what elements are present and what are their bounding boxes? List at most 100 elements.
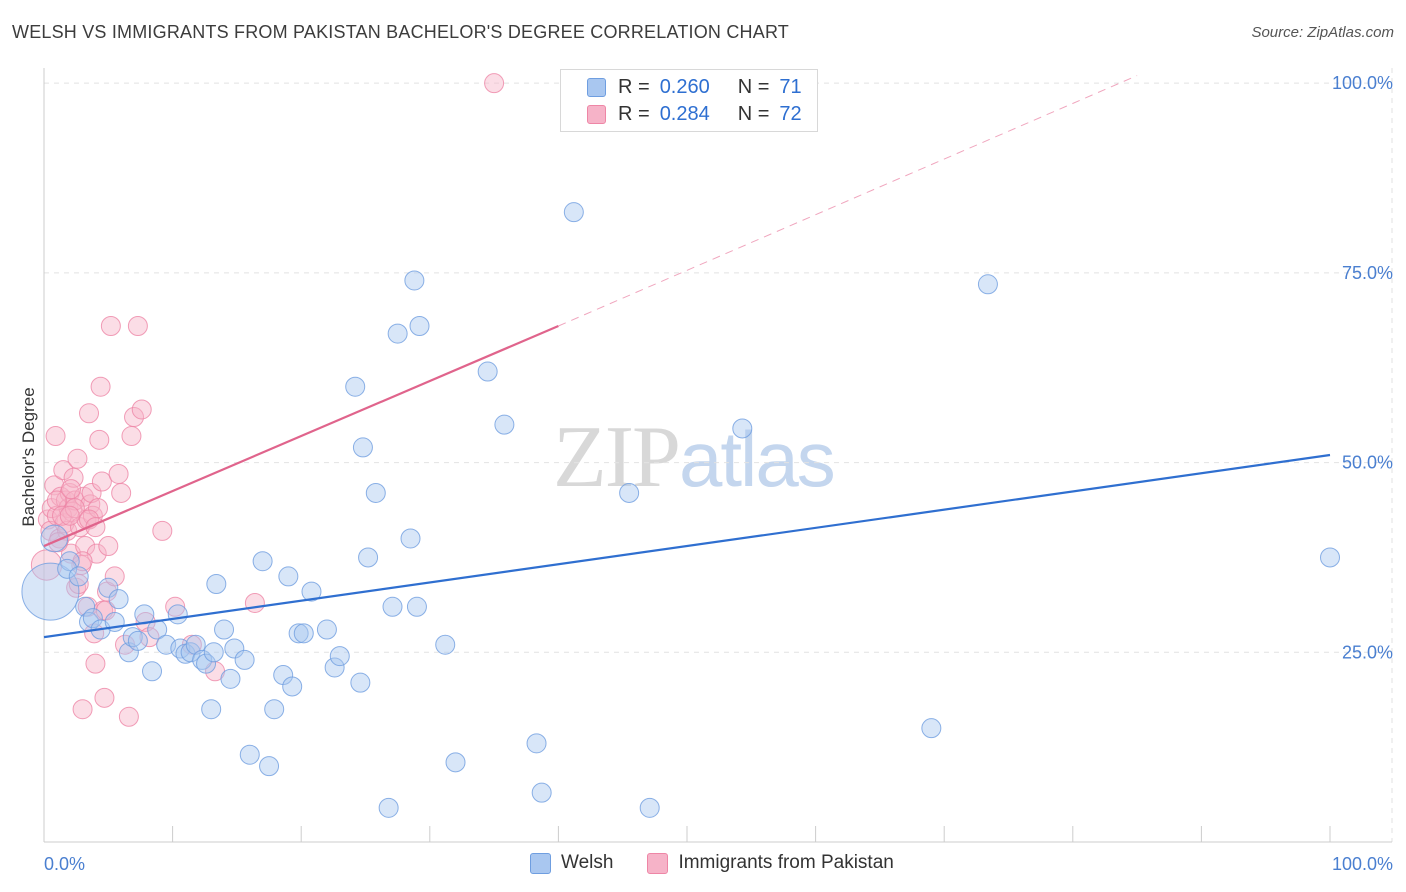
legend-n-label: N =	[737, 102, 770, 125]
welsh-point	[278, 566, 299, 587]
trend-lines	[43, 75, 1331, 639]
legend-row-welsh: R = 0.260 N = 71	[587, 74, 802, 100]
bottom-legend: Welsh Immigrants from Pakistan	[530, 852, 928, 874]
welsh-points	[21, 202, 1340, 818]
x-tick-label: 0.0%	[44, 854, 85, 874]
pakistan-trend-line	[43, 324, 559, 548]
pakistan-point	[244, 592, 265, 613]
welsh-point	[345, 376, 366, 397]
watermark-atlas: atlas	[679, 415, 836, 503]
welsh-point	[316, 619, 337, 640]
welsh-point	[409, 316, 430, 336]
pakistan-point	[45, 426, 66, 447]
welsh-point	[192, 649, 213, 670]
welsh-point	[239, 744, 260, 765]
pakistan-point	[53, 460, 74, 481]
grid-lines	[44, 68, 1393, 842]
welsh-point	[1320, 547, 1340, 568]
legend-box: R = 0.260 N = 71 R = 0.284 N = 72	[560, 69, 818, 132]
bottom-legend-pakistan[interactable]: Immigrants from Pakistan	[647, 852, 894, 874]
welsh-point	[214, 619, 235, 640]
pakistan-point	[118, 706, 139, 727]
welsh-point	[531, 782, 552, 803]
watermark-zip: ZIP	[553, 409, 681, 506]
pakistan-point	[484, 73, 505, 94]
welsh-point	[59, 551, 80, 572]
welsh-point	[220, 668, 241, 689]
welsh-point	[259, 756, 280, 777]
pakistan-point	[139, 627, 160, 648]
welsh-point	[108, 589, 129, 610]
welsh-point	[324, 657, 345, 678]
welsh-point	[477, 361, 498, 382]
tick-labels: 25.0% 50.0% 75.0% 100.0% 0.0% 100.0%	[44, 73, 1393, 874]
pakistan-point	[72, 699, 93, 720]
legend-swatch-welsh	[587, 77, 606, 97]
welsh-point	[21, 562, 80, 621]
pakistan-point	[94, 687, 115, 708]
y-tick-label: 100.0%	[1332, 73, 1393, 93]
welsh-point	[619, 482, 640, 503]
y-tick-label: 75.0%	[1342, 263, 1393, 283]
bottom-legend-swatch-pakistan	[647, 852, 669, 874]
pakistan-point	[121, 426, 142, 447]
y-tick-label: 50.0%	[1342, 453, 1393, 473]
welsh-point	[563, 202, 584, 223]
pakistan-point	[67, 448, 88, 469]
bottom-legend-label-pakistan: Immigrants from Pakistan	[678, 852, 894, 873]
welsh-trend-line	[43, 453, 1331, 639]
chart-title: WELSH VS IMMIGRANTS FROM PAKISTAN BACHEL…	[12, 22, 790, 42]
welsh-point	[75, 596, 96, 617]
pakistan-point	[108, 463, 129, 484]
source-credit: Source: ZipAtlas.com	[1251, 24, 1394, 41]
welsh-point	[57, 558, 78, 579]
pakistan-point	[79, 403, 100, 424]
pakistan-point	[104, 566, 125, 587]
welsh-point	[264, 699, 285, 720]
welsh-point	[288, 623, 309, 644]
pakistan-point	[91, 471, 112, 492]
x-tick-label: 100.0%	[1332, 854, 1393, 874]
welsh-point	[293, 623, 314, 644]
welsh-point	[234, 649, 255, 670]
welsh-point	[185, 634, 206, 655]
pakistan-point	[111, 482, 132, 503]
y-tick-label: 25.0%	[1342, 642, 1393, 662]
legend-r-label: R =	[618, 75, 650, 98]
welsh-point	[406, 596, 427, 617]
welsh-point	[206, 574, 227, 594]
pakistan-point	[131, 399, 152, 420]
watermark: ZIPatlas	[553, 405, 836, 508]
welsh-point	[387, 323, 408, 344]
pakistan-point	[61, 479, 82, 500]
welsh-point	[82, 608, 103, 629]
welsh-point	[203, 642, 224, 663]
pakistan-point	[85, 653, 106, 674]
welsh-point	[224, 638, 245, 659]
welsh-point	[378, 797, 399, 818]
bottom-legend-welsh[interactable]: Welsh	[530, 852, 613, 874]
pakistan-point	[100, 316, 121, 336]
welsh-point	[282, 676, 303, 697]
welsh-point	[921, 718, 942, 739]
pakistan-point	[81, 482, 102, 503]
welsh-point	[526, 733, 547, 754]
welsh-point	[382, 596, 403, 617]
welsh-point	[977, 274, 998, 295]
pakistan-point	[75, 536, 96, 557]
bottom-legend-label-welsh: Welsh	[561, 852, 614, 873]
pakistan-point	[52, 505, 73, 526]
welsh-point	[404, 270, 425, 291]
legend-n-label: N =	[737, 75, 770, 98]
legend-r-value: 0.260	[659, 75, 710, 98]
legend-r-value: 0.284	[659, 102, 710, 125]
bottom-legend-swatch-welsh	[530, 852, 551, 874]
legend-n-value: 72	[779, 102, 802, 125]
pakistan-trend-extension	[558, 75, 1138, 327]
welsh-point	[358, 547, 379, 568]
welsh-point	[400, 528, 421, 549]
welsh-point	[639, 797, 660, 818]
welsh-point	[167, 604, 188, 625]
welsh-point	[494, 414, 515, 435]
pakistan-point	[127, 316, 148, 336]
